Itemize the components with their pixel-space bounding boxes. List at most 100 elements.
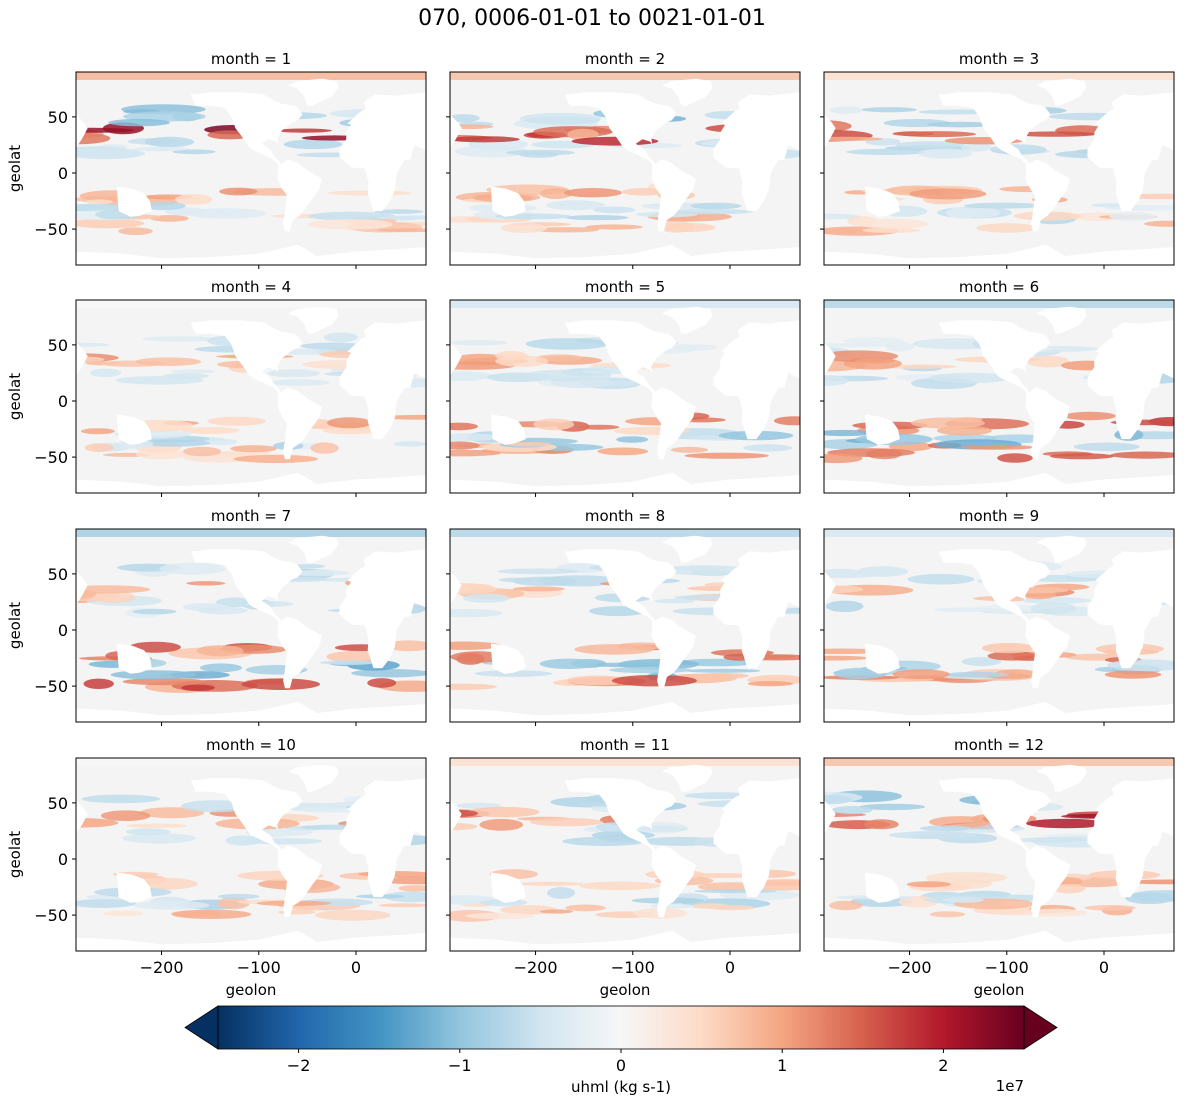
arctic-band bbox=[76, 529, 426, 537]
field-patch bbox=[84, 443, 114, 453]
field-patch bbox=[952, 417, 983, 423]
field-patch bbox=[918, 148, 973, 159]
field-patch bbox=[450, 449, 502, 457]
field-patch bbox=[994, 669, 1038, 679]
axes-frame bbox=[823, 528, 1175, 723]
axes-frame bbox=[449, 757, 801, 952]
field-patch bbox=[963, 207, 1000, 218]
x-tick-label: −200 bbox=[888, 958, 932, 977]
land-mask bbox=[116, 186, 152, 217]
colorbar-tick-label: 0 bbox=[616, 1056, 626, 1075]
field-patch bbox=[846, 148, 927, 155]
field-patch bbox=[385, 640, 426, 652]
land-mask bbox=[277, 616, 322, 689]
x-axis-label: geolon bbox=[600, 981, 651, 999]
y-tick-label: −50 bbox=[34, 448, 68, 467]
land-mask bbox=[938, 320, 1051, 392]
land-mask bbox=[450, 930, 800, 951]
field-patch bbox=[171, 369, 217, 374]
colorbar-tick-label: −1 bbox=[448, 1056, 472, 1075]
land-mask bbox=[1035, 306, 1087, 334]
field-patch bbox=[829, 106, 863, 114]
field-patch bbox=[906, 881, 952, 888]
land-mask bbox=[1087, 92, 1174, 212]
field-patch bbox=[824, 795, 853, 805]
field-patch bbox=[611, 675, 697, 687]
field-patch bbox=[497, 568, 580, 575]
field-patch bbox=[450, 422, 478, 431]
field-patch bbox=[367, 678, 397, 688]
land-mask bbox=[651, 616, 696, 689]
field-patch bbox=[512, 586, 566, 592]
land-mask bbox=[277, 387, 322, 460]
axes-frame bbox=[823, 71, 1175, 266]
field-patch bbox=[547, 887, 576, 899]
land-mask bbox=[713, 92, 800, 212]
panel-month-10 bbox=[72, 757, 427, 955]
field-patch bbox=[925, 872, 1008, 884]
land-mask bbox=[864, 643, 900, 674]
arctic-band bbox=[76, 300, 426, 308]
field-patch bbox=[215, 597, 255, 608]
field-patch bbox=[83, 678, 114, 689]
field-patch bbox=[450, 136, 520, 143]
field-patch bbox=[536, 354, 584, 362]
field-patch bbox=[135, 439, 211, 447]
panel-title: month = 8 bbox=[585, 507, 665, 525]
land-mask bbox=[116, 872, 152, 903]
field-patch bbox=[862, 227, 920, 233]
x-tick-label: −200 bbox=[140, 958, 184, 977]
colorbar-tick-label: −2 bbox=[287, 1056, 311, 1075]
field-patch bbox=[207, 416, 266, 426]
panel-title: month = 7 bbox=[211, 507, 291, 525]
land-mask bbox=[713, 549, 800, 669]
y-tick-label: 50 bbox=[48, 794, 68, 813]
land-mask bbox=[864, 186, 900, 217]
y-tick-label: 0 bbox=[58, 850, 68, 869]
panel-title: month = 12 bbox=[954, 736, 1044, 754]
field-patch bbox=[861, 107, 918, 113]
field-patch bbox=[506, 149, 575, 156]
field-patch bbox=[987, 651, 1038, 661]
field-patch bbox=[919, 825, 972, 832]
field-patch bbox=[824, 655, 870, 661]
panel-title: month = 6 bbox=[959, 278, 1039, 296]
field-patch bbox=[1107, 659, 1174, 672]
land-mask bbox=[564, 320, 677, 392]
field-patch bbox=[291, 564, 326, 569]
field-patch bbox=[564, 215, 629, 221]
field-patch bbox=[597, 447, 649, 456]
y-tick-label: −50 bbox=[34, 677, 68, 696]
land-mask bbox=[824, 92, 836, 148]
land-mask bbox=[651, 159, 696, 232]
land-mask bbox=[339, 92, 426, 212]
field-patch bbox=[465, 912, 535, 920]
arctic-band bbox=[450, 72, 800, 80]
field-patch bbox=[525, 338, 610, 350]
y-tick-label: 50 bbox=[48, 108, 68, 127]
land-mask bbox=[450, 320, 462, 376]
land-mask bbox=[490, 643, 526, 674]
field-patch bbox=[981, 642, 1036, 654]
field-patch bbox=[584, 662, 671, 668]
field-patch bbox=[377, 228, 426, 233]
field-patch bbox=[578, 424, 620, 430]
panel-month-6 bbox=[820, 299, 1175, 497]
field-patch bbox=[298, 807, 361, 813]
panel-title: month = 9 bbox=[959, 507, 1039, 525]
land-mask bbox=[450, 472, 800, 493]
field-patch bbox=[564, 188, 622, 198]
land-mask bbox=[1087, 778, 1174, 898]
field-patch bbox=[638, 825, 689, 833]
field-patch bbox=[450, 608, 503, 618]
land-mask bbox=[287, 764, 339, 792]
field-patch bbox=[824, 453, 863, 464]
field-patch bbox=[855, 358, 896, 364]
y-tick-label: −50 bbox=[34, 906, 68, 925]
field-patch bbox=[773, 416, 800, 426]
panel-month-12 bbox=[820, 757, 1175, 955]
field-patch bbox=[450, 683, 497, 690]
field-patch bbox=[997, 453, 1033, 463]
field-patch bbox=[375, 215, 426, 220]
